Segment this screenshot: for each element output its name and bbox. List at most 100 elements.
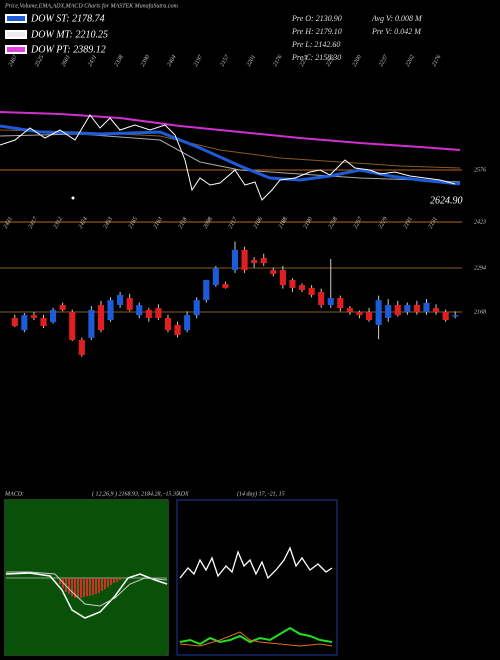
adx-label: ADX <box>176 491 189 497</box>
candle-body <box>231 249 239 271</box>
candle-body <box>97 305 105 331</box>
candle-body <box>30 315 37 318</box>
mid-label: 2163 <box>153 216 164 229</box>
top-label: 2157 <box>219 53 231 67</box>
macd-histogram <box>59 578 121 598</box>
candle-body <box>318 292 325 306</box>
candle-body <box>193 300 200 316</box>
candle-body <box>78 339 85 355</box>
mid-label: 2106 <box>253 216 264 229</box>
top-label: 2176 <box>431 54 442 67</box>
macd-bars <box>59 578 121 598</box>
candle-body <box>212 267 219 286</box>
info: Pre O: 2130.90 <box>291 14 342 23</box>
candle-body <box>452 315 459 317</box>
mid-label: 2258 <box>328 216 339 229</box>
info: Pre C: 2158.30 <box>291 53 341 62</box>
candle-body <box>413 305 420 313</box>
candle-body <box>279 270 286 286</box>
top-label: 2201 <box>246 54 257 67</box>
mid-label: 2229 <box>378 216 389 229</box>
mid-label: 2190 <box>303 216 314 229</box>
signal-line <box>6 571 168 607</box>
candle-body <box>251 259 258 264</box>
legend-entry: DOW ST: 2178.74 <box>30 13 105 24</box>
top-label: 2202 <box>405 54 416 67</box>
info: Pre L: 2142.60 <box>291 40 340 49</box>
candle-body <box>404 305 411 313</box>
legend-swatch <box>7 32 25 37</box>
legend-entry: DOW MT: 2210.25 <box>30 29 108 40</box>
info: Avg V: 0.008 M <box>371 14 423 23</box>
candle-body <box>394 305 401 316</box>
top-label: 2237 <box>378 53 390 67</box>
info: Pre H: 2179.10 <box>291 27 342 36</box>
mid-label: 2312 <box>53 216 64 229</box>
legend-swatch <box>7 16 25 21</box>
candle-body <box>155 308 162 318</box>
candle-body <box>270 270 277 274</box>
candle-body <box>40 317 47 326</box>
macd-label: MACD: <box>4 491 24 497</box>
candle-body <box>298 285 306 290</box>
candle-body <box>260 257 267 264</box>
ema-line <box>0 124 461 186</box>
candle-body <box>433 308 440 313</box>
mid-label: 2191 <box>403 216 414 229</box>
candle-body <box>385 305 392 318</box>
candle-body <box>88 309 95 338</box>
candle-body <box>337 298 344 309</box>
adx-values: (14 day) 17, -21, 15 <box>237 490 285 497</box>
candle-body <box>184 315 191 331</box>
mid-label: 2117 <box>228 216 239 230</box>
candle-body <box>107 300 114 321</box>
candle-body <box>308 287 315 295</box>
candle-body <box>69 312 76 340</box>
candle-body <box>117 294 124 306</box>
candle-body <box>203 279 210 301</box>
legend-entry: DOW PT: 2389.12 <box>30 44 106 55</box>
candle-body <box>174 324 181 336</box>
candle-body <box>59 305 66 310</box>
top-label: 2230 <box>325 54 336 67</box>
info: Pre V: 0.042 M <box>371 27 422 36</box>
candle-body <box>145 309 152 318</box>
macd-bg <box>6 501 167 654</box>
candle-body <box>327 298 334 306</box>
candle-body <box>136 305 143 316</box>
level-label: 2576 <box>474 167 486 173</box>
mid-label: 2118 <box>178 217 189 230</box>
candle-body <box>241 249 248 271</box>
candle-body <box>365 312 373 321</box>
macd-values: ( 12,26,9 ) 2168.93, 2184.28, -15.35 <box>92 490 179 497</box>
marker <box>71 196 75 200</box>
candle-body <box>164 317 172 331</box>
candle-body <box>222 284 229 288</box>
di-plus <box>179 626 333 646</box>
candle-body <box>375 300 382 325</box>
candle-body <box>21 315 28 331</box>
mid-label: 2257 <box>353 215 365 229</box>
ema-line <box>0 111 461 151</box>
y-tick-label: 2294 <box>474 264 486 271</box>
di-minus <box>179 631 333 647</box>
level-label: 2423 <box>474 218 486 225</box>
level-label: 2624.90 <box>430 195 463 206</box>
legend-swatch <box>7 47 25 52</box>
ema-line <box>0 133 461 183</box>
y-tick-label: 2168 <box>474 309 486 315</box>
top-label: 2338 <box>114 54 125 67</box>
top-label: 2525 <box>34 54 45 67</box>
candle-body <box>126 298 133 310</box>
top-label: 2390 <box>140 54 151 67</box>
candle-body <box>346 308 353 313</box>
mid-label: 2188 <box>278 216 289 229</box>
top-label: 2601 <box>61 54 72 67</box>
candle-body <box>289 279 296 288</box>
candle-body <box>50 309 57 323</box>
candle-body <box>11 317 18 326</box>
top-label: 2253 <box>299 54 310 67</box>
adx-line <box>179 546 333 580</box>
macd-line <box>5 572 168 619</box>
